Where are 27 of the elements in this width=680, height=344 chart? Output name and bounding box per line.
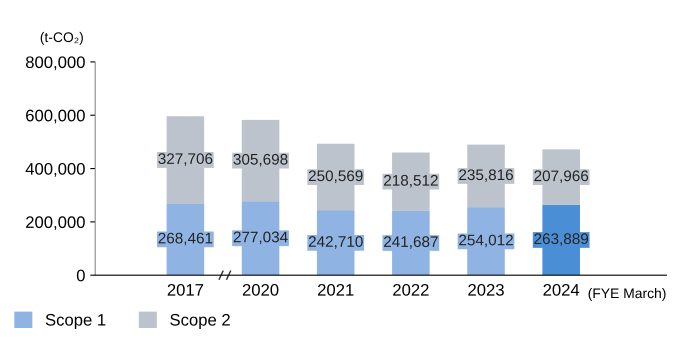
data-label: 277,034 — [234, 232, 288, 244]
y-tick-label: 200,000 — [26, 216, 85, 230]
data-label: 263,889 — [534, 233, 588, 246]
data-label: 268,461 — [158, 232, 212, 246]
x-axis-title: (FYE March) — [588, 288, 666, 301]
data-label: 235,816 — [459, 169, 513, 182]
data-label: 254,012 — [459, 234, 513, 248]
x-tick-label: 2023 — [468, 284, 504, 296]
y-tick-label: 0 — [76, 270, 85, 282]
x-tick-label: 2022 — [393, 284, 429, 296]
legend-label: Scope 1 — [46, 314, 106, 329]
data-label: 305,698 — [234, 154, 288, 166]
legend-label: Scope 2 — [170, 314, 230, 329]
data-label: 250,569 — [308, 170, 363, 183]
data-label: 242,710 — [308, 236, 363, 249]
x-tick-label: 2021 — [318, 284, 354, 296]
y-tick-label: 600,000 — [26, 110, 85, 124]
x-tick-label: 2020 — [242, 284, 278, 296]
y-tick-label: 800,000 — [26, 56, 85, 70]
data-label: 207,966 — [534, 170, 588, 184]
x-tick-label: 2017 — [168, 284, 204, 296]
x-tick-label: 2024 — [543, 284, 580, 296]
y-axis-title: (t-CO₂) — [40, 32, 83, 45]
y-tick-label: 400,000 — [26, 162, 85, 177]
data-label: 218,512 — [384, 174, 438, 188]
data-label: 241,687 — [384, 236, 438, 249]
data-label: 327,706 — [158, 153, 212, 166]
